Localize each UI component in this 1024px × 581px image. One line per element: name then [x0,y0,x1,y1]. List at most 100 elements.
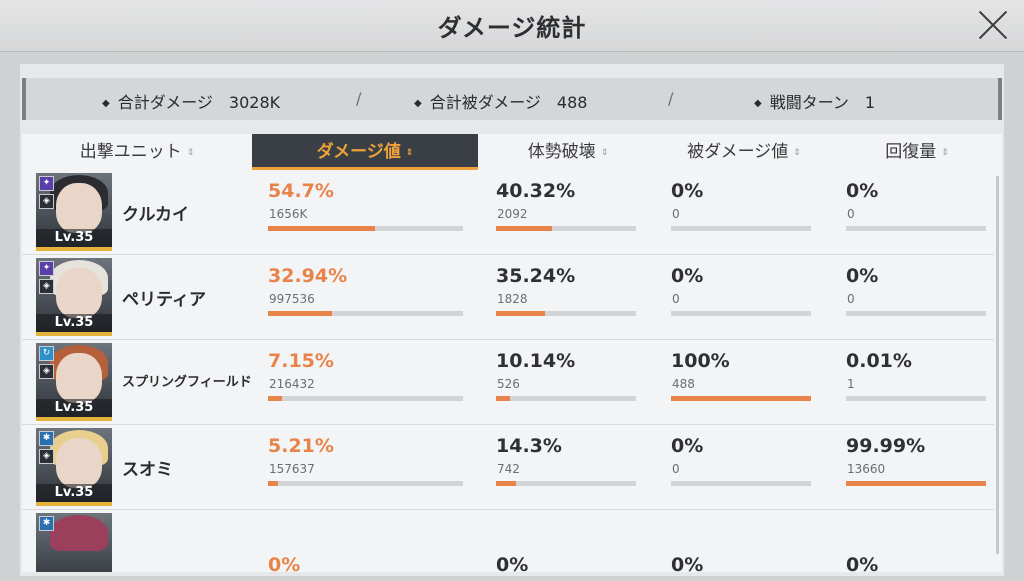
class-icon: ✦ [39,261,54,276]
level-label: Lv.35 [36,399,112,417]
table-row[interactable]: ✦ ◈ Lv.35 ペリティア 32.94% 997536 35.24% 182… [22,255,994,340]
avatar-face [56,268,102,318]
damage-value: 997536 [269,292,315,306]
header-damage[interactable]: ダメージ値 ⇕ [252,134,478,170]
break-value: 1828 [497,292,528,306]
heal-percent: 0% [846,554,879,572]
summary-value: 3028K [228,93,281,112]
summary-label: 合計被ダメージ [429,93,541,112]
heal-cell: 0% 0 [846,170,986,255]
heal-value: 1 [847,377,855,391]
taken-value: 0 [672,207,680,221]
summary-separator: / [356,89,362,108]
break-bar [496,481,636,486]
class-icon: ↻ [39,346,54,361]
header-label: 出撃ユニット [79,142,182,162]
avatar-hair [50,515,108,551]
class-icon: ✱ [39,431,54,446]
level-label: Lv.35 [36,484,112,502]
break-cell: 14.3% 742 [496,425,636,510]
element-icon: ◈ [39,194,54,209]
heal-percent: 99.99% [846,435,926,457]
break-bar [496,226,636,231]
damage-value: 1656K [269,207,308,221]
header-label: 回復量 [885,142,937,162]
unit-name: クルカイ [122,205,189,225]
table-row[interactable]: ✱ 0% 0% 0% 0% [22,510,994,572]
break-bar-fill [496,226,553,231]
taken-bar [671,396,811,401]
break-value: 2092 [497,207,528,221]
summary-total-taken: ◆ 合計被ダメージ 488 [414,89,587,113]
taken-percent: 0% [671,554,704,572]
sort-icon: ⇕ [793,148,801,158]
header-label: 被ダメージ値 [687,142,789,162]
heal-cell: 0% [846,510,986,572]
unit-name: スプリングフィールド [122,375,252,390]
element-icon: ◈ [39,279,54,294]
heal-percent: 0.01% [846,350,912,372]
taken-percent: 0% [671,435,704,457]
damage-value: 157637 [269,462,315,476]
unit-name: ペリティア [122,290,206,310]
class-icon: ✦ [39,176,54,191]
break-bar [496,396,636,401]
damage-bar [268,226,463,231]
break-cell: 0% [496,510,636,572]
break-percent: 40.32% [496,180,576,202]
level-label: Lv.35 [36,229,112,247]
unit-list[interactable]: ✦ ◈ Lv.35 クルカイ 54.7% 1656K 40.32% 2092 0… [22,170,1002,572]
break-percent: 35.24% [496,265,576,287]
damage-cell: 7.15% 216432 [268,340,463,425]
diamond-icon: ◆ [102,98,110,109]
damage-value: 216432 [269,377,315,391]
damage-bar [268,311,463,316]
header-unit[interactable]: 出撃ユニット ⇕ [22,134,252,170]
table-row[interactable]: ✱ ◈ Lv.35 スオミ 5.21% 157637 14.3% 742 0% … [22,425,994,510]
damage-bar [268,396,463,401]
heal-percent: 0% [846,180,879,202]
scrollbar[interactable] [996,176,999,554]
break-percent: 10.14% [496,350,576,372]
taken-percent: 0% [671,180,704,202]
taken-value: 488 [672,377,695,391]
sort-icon: ⇕ [941,148,949,158]
class-icon: ✱ [39,516,54,531]
heal-cell: 0% 0 [846,255,986,340]
avatar: ✱ [36,513,112,572]
avatar: ✦ ◈ Lv.35 [36,258,112,336]
avatar: ✱ ◈ Lv.35 [36,428,112,506]
table-row[interactable]: ↻ ◈ Lv.35 スプリングフィールド 7.15% 216432 10.14%… [22,340,994,425]
break-value: 526 [497,377,520,391]
header-break[interactable]: 体勢破壊 ⇕ [480,134,656,170]
heal-value: 0 [847,207,855,221]
taken-cell: 0% 0 [671,170,811,255]
taken-value: 0 [672,292,680,306]
summary-bar: ◆ 合計ダメージ 3028K / ◆ 合計被ダメージ 488 / ◆ 戦闘ターン 1 [22,78,1002,120]
header-taken[interactable]: 被ダメージ値 ⇕ [656,134,832,170]
damage-cell: 5.21% 157637 [268,425,463,510]
taken-cell: 0% 0 [671,425,811,510]
break-cell: 40.32% 2092 [496,170,636,255]
element-icon: ◈ [39,364,54,379]
header-heal[interactable]: 回復量 ⇕ [832,134,1002,170]
taken-bar [671,226,811,231]
taken-cell: 100% 488 [671,340,811,425]
break-bar [496,311,636,316]
taken-cell: 0% [671,510,811,572]
heal-percent: 0% [846,265,879,287]
summary-total-damage: ◆ 合計ダメージ 3028K [102,89,280,113]
break-percent: 14.3% [496,435,562,457]
sort-icon: ⇕ [186,148,195,158]
close-icon[interactable] [976,8,1010,42]
damage-percent: 54.7% [268,180,334,202]
header-label: 体勢破壊 [527,142,596,162]
table-row[interactable]: ✦ ◈ Lv.35 クルカイ 54.7% 1656K 40.32% 2092 0… [22,170,994,255]
avatar-face [56,438,102,488]
diamond-icon: ◆ [754,98,762,109]
damage-bar-fill [268,226,375,231]
damage-percent: 5.21% [268,435,334,457]
damage-cell: 0% [268,510,463,572]
element-icon: ◈ [39,449,54,464]
level-label: Lv.35 [36,314,112,332]
